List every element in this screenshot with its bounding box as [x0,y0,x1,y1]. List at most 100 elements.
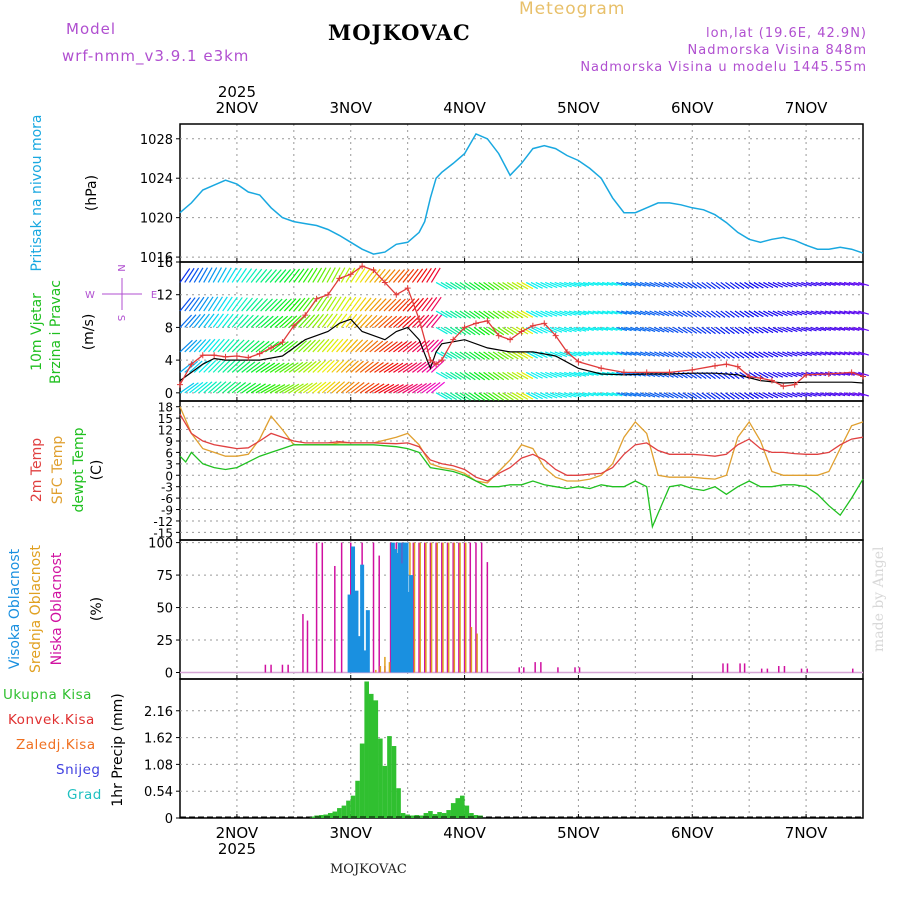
wind-barb [601,281,613,286]
wind-barb [421,382,436,394]
wind-barb [668,310,679,317]
y-tick-label: -6 [161,492,173,506]
wind-barb [753,392,764,399]
wind-barb [374,362,389,373]
wind-barb [782,351,793,357]
wind-title-2: Brzina i Pravac [48,280,64,384]
wind-barb [421,267,432,283]
wind-barb [317,381,331,394]
cloud-mid-bar [453,542,456,673]
wind-barb [497,371,509,381]
x-tick-label-top: 6NOV [671,99,714,117]
wind-barb [763,310,774,317]
y-tick-label: 50 [156,602,173,617]
wind-barb [260,383,276,394]
wind-barb [772,326,784,333]
wind-barb [231,360,246,373]
wind-barb [706,326,716,335]
cloud-low-bar [778,666,780,673]
wind-barb [241,340,255,353]
wind-barb [535,371,548,379]
wind-barb [374,298,387,312]
wind-barb [592,326,604,331]
wind-speed-marker [689,366,696,373]
wind-barb [720,326,731,335]
wind-barb [369,361,384,373]
wind-barb [815,326,827,332]
wind-barb [658,310,670,317]
wind-barb [355,297,367,312]
wind-barb [805,351,817,356]
wind-barb [597,351,609,356]
compass-east: E [151,290,157,301]
wind-barb [848,326,860,331]
cloud-low-bar [418,542,420,673]
wind-barb [682,392,693,400]
wind-barb [706,351,716,359]
wind-barb [208,338,221,353]
wind-barb [355,339,369,353]
meteogram-label: Meteogram [519,0,626,19]
wind-barb [820,310,832,315]
wind-barb [734,281,745,290]
x-tick-label-bottom: 4NOV [443,824,486,842]
legend-ukupna-kisa: Ukupna Kisa [3,687,92,703]
wind-barb [454,371,467,381]
wind-barb [397,383,414,394]
cloud-low-bar [743,663,746,673]
wind-barb [853,326,865,332]
wind-barb [672,310,684,317]
wind-barb [265,362,280,373]
wind-barb [473,392,486,401]
wind-barb [393,384,409,394]
wind-barb [497,326,509,336]
wind-barb [744,392,755,400]
wind-barb [407,340,422,353]
wind-barb [350,267,361,283]
wind-barb [483,281,495,291]
wind-barb [782,371,793,378]
wind-barb [691,326,702,334]
wind-barb [393,315,407,328]
legend-zaledj-kisa: Zaledj.Kisa [16,737,96,753]
wind-barb [236,268,247,283]
wind-barb [336,360,350,373]
wind-barb [810,310,822,315]
wind-barb [274,362,290,373]
wind-barb [696,281,707,290]
wind-barb [739,281,750,289]
wind-barb [393,362,408,373]
y-tick-label: 0 [165,387,173,402]
wind-barb [729,351,740,359]
wind-barb [402,340,417,353]
wind-barb [639,281,651,287]
wind-barb [383,362,399,373]
wind-barb [748,326,759,334]
wind-barb [563,392,577,398]
wind-barb [302,314,316,328]
wind-barb [720,310,731,318]
wind-barb [834,392,846,397]
y-tick-label: 6 [165,446,173,460]
wind-speed-marker [256,350,263,357]
wind-speed-marker [438,357,445,364]
wind-barb [668,326,679,334]
wind-speed-marker [336,275,343,282]
wind-barb [331,296,342,312]
wind-barb [635,351,646,357]
wind-barb [710,392,721,400]
wind-barb [720,351,731,359]
wind-barb [858,371,869,377]
wind-barb [440,351,453,360]
wind-barb [658,326,670,333]
wind-barb [715,326,726,335]
y-tick-label: 3 [165,458,173,472]
wind-barb [464,281,476,291]
wind-barb [222,313,234,328]
wind-barb [217,313,229,328]
wind-barb [824,310,836,315]
wind-barb [639,351,651,357]
wind-barb [274,269,287,283]
wind-barb [226,313,239,328]
